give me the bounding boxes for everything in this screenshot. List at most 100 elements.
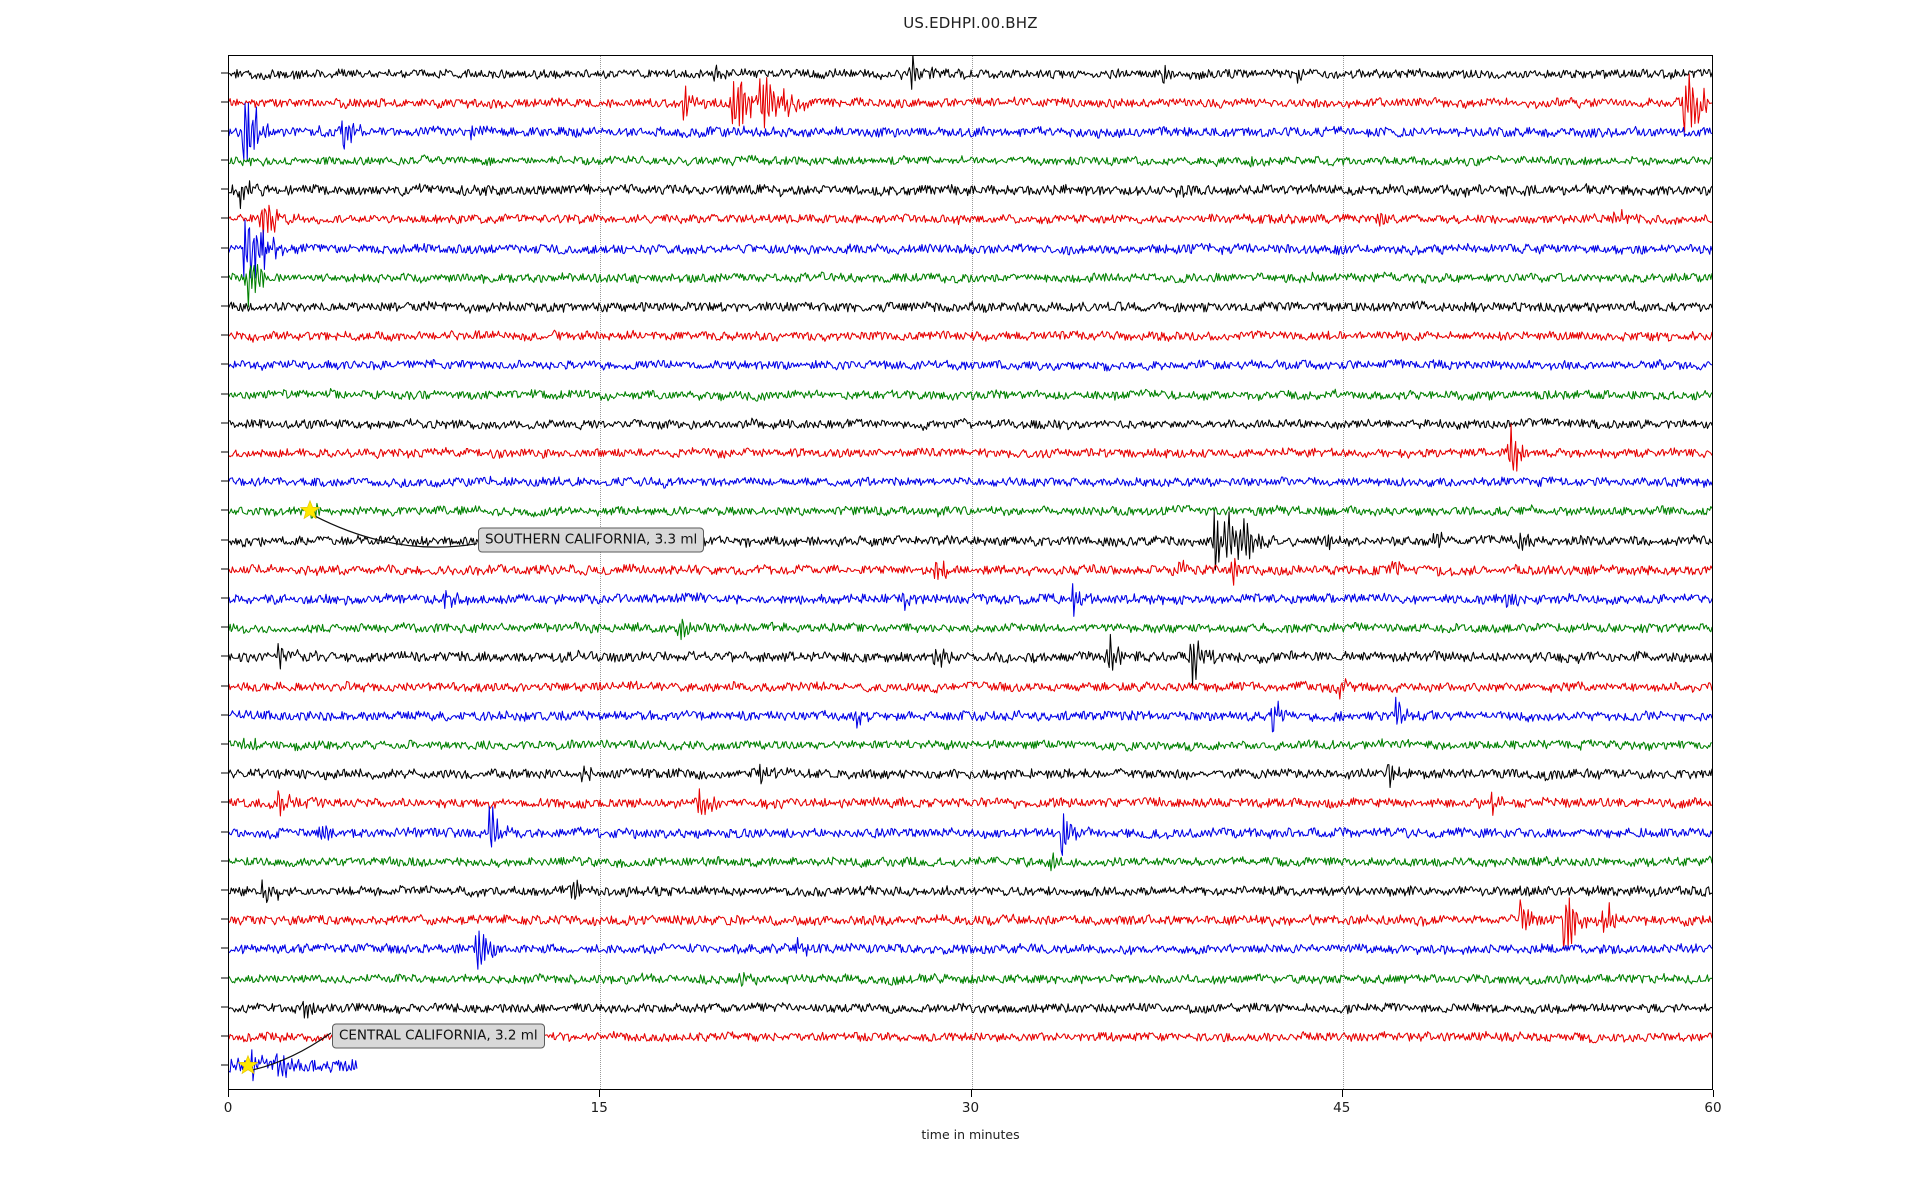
y-axis-tick-mark — [221, 1064, 228, 1066]
y-axis-tick-mark — [221, 831, 228, 833]
x-axis-tick-label: 30 — [961, 1100, 980, 1116]
trace-polyline — [229, 634, 1712, 687]
y-axis-tick-mark — [221, 889, 228, 891]
x-axis-title: time in minutes — [921, 1127, 1020, 1142]
y-axis-tick-mark — [221, 480, 228, 482]
trace-svg — [229, 205, 1712, 241]
trace-polyline — [229, 263, 1712, 308]
trace-polyline — [229, 359, 1712, 373]
trace-svg — [229, 1000, 1712, 1019]
y-axis-tick-mark — [221, 422, 228, 424]
trace-polyline — [229, 423, 1712, 472]
trace-polyline — [229, 300, 1712, 314]
trace-polyline — [229, 852, 1712, 871]
trace-svg — [229, 788, 1712, 817]
x-axis-tick-mark — [1341, 1090, 1343, 1097]
y-axis-tick-mark — [221, 655, 228, 657]
trace-polyline — [229, 805, 1712, 856]
trace-svg — [229, 73, 1712, 133]
trace-polyline — [229, 387, 1712, 402]
y-axis-tick-mark — [221, 305, 228, 307]
y-axis-tick-mark — [221, 276, 228, 278]
trace-svg — [229, 930, 1712, 971]
trace-polyline — [229, 897, 1712, 950]
trace-polyline — [229, 879, 1712, 904]
trace-svg — [229, 971, 1712, 987]
event-callout-label[interactable]: CENTRAL CALIFORNIA, 3.2 ml — [331, 1023, 545, 1049]
trace-svg — [229, 897, 1712, 950]
trace-svg — [229, 329, 1712, 344]
y-axis-tick-mark — [221, 363, 228, 365]
trace-svg — [229, 359, 1712, 373]
y-axis-tick-mark — [221, 626, 228, 628]
trace-svg — [229, 56, 1712, 90]
trace-polyline — [229, 618, 1712, 641]
y-axis-tick-mark — [221, 247, 228, 249]
trace-svg — [229, 618, 1712, 641]
trace-polyline — [229, 219, 1712, 279]
trace-polyline — [229, 205, 1712, 241]
trace-svg — [229, 423, 1712, 472]
trace-svg — [229, 476, 1712, 489]
x-axis-tick-label: 45 — [1333, 1100, 1351, 1116]
y-axis-tick-mark — [221, 130, 228, 132]
y-axis-tick-mark — [221, 159, 228, 161]
trace-polyline — [229, 763, 1712, 789]
trace-svg — [229, 557, 1712, 586]
y-axis-tick-mark — [221, 1006, 228, 1008]
trace-polyline — [229, 73, 1712, 133]
trace-polyline — [229, 329, 1712, 344]
event-callout-label[interactable]: SOUTHERN CALIFORNIA, 3.3 ml — [477, 527, 705, 553]
trace-svg — [229, 677, 1712, 700]
trace-polyline — [229, 102, 1712, 162]
trace-polyline — [229, 696, 1712, 733]
y-axis-tick-mark — [221, 685, 228, 687]
trace-svg — [229, 737, 1712, 752]
x-axis-tick-label: 0 — [223, 1100, 233, 1116]
x-axis-tick-mark — [599, 1090, 601, 1097]
x-axis-tick-mark — [1713, 1090, 1714, 1097]
trace-polyline — [229, 180, 1712, 210]
y-axis-tick-mark — [221, 977, 228, 979]
trace-polyline — [229, 788, 1712, 817]
trace-polyline — [229, 737, 1712, 752]
y-axis-tick-mark — [221, 918, 228, 920]
trace-svg — [229, 263, 1712, 308]
trace-polyline — [229, 1000, 1712, 1019]
y-axis-tick-mark — [221, 72, 228, 74]
trace-svg — [229, 763, 1712, 789]
y-axis-tick-mark — [221, 597, 228, 599]
trace-polyline — [229, 583, 1712, 617]
gridline-15 — [600, 56, 602, 1089]
trace-polyline — [229, 971, 1712, 987]
gridline-45 — [1342, 56, 1344, 1089]
trace-polyline — [229, 677, 1712, 700]
y-axis-tick-mark — [221, 451, 228, 453]
y-axis-tick-mark — [221, 101, 228, 103]
trace-svg — [229, 300, 1712, 314]
y-axis-tick-mark — [221, 188, 228, 190]
trace-svg — [229, 805, 1712, 856]
trace-svg — [229, 154, 1712, 168]
trace-svg — [229, 387, 1712, 402]
y-axis-tick-mark — [221, 509, 228, 511]
trace-polyline — [229, 56, 1712, 90]
earthquake-star-icon — [299, 500, 320, 520]
x-axis-tick-label: 15 — [590, 1100, 608, 1116]
trace-svg — [229, 219, 1712, 279]
y-axis-tick-mark — [221, 539, 228, 541]
trace-svg — [229, 879, 1712, 904]
y-axis-tick-mark — [221, 334, 228, 336]
y-axis-tick-mark — [221, 714, 228, 716]
trace-svg — [229, 417, 1712, 431]
trace-svg — [229, 634, 1712, 687]
trace-polyline — [229, 476, 1712, 489]
trace-svg — [229, 583, 1712, 617]
y-axis-tick-mark — [221, 772, 228, 774]
y-axis-tick-mark — [221, 801, 228, 803]
trace-polyline — [229, 417, 1712, 431]
plot-area — [228, 55, 1713, 1090]
y-axis-tick-mark — [221, 568, 228, 570]
x-axis-tick-mark — [228, 1090, 229, 1097]
